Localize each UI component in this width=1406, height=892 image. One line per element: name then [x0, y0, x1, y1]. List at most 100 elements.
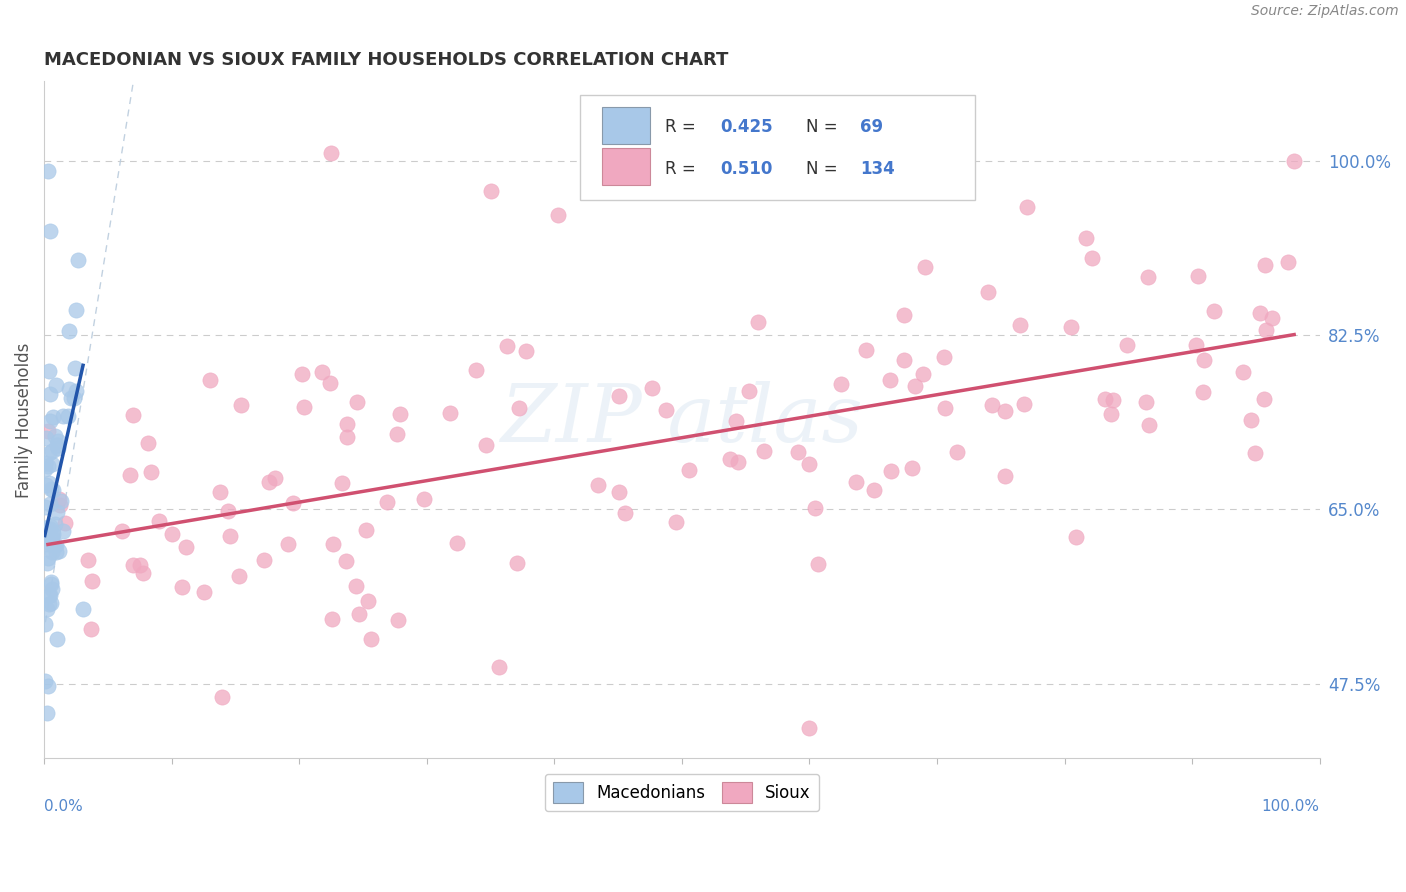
Point: [172, 580, 194, 594]
Point: [35, 537, 58, 551]
Point: [34, 462, 56, 476]
Point: [934, 401, 956, 416]
Point: [336, 417, 359, 431]
Point: [1249, 306, 1271, 320]
Point: [65, 384, 87, 399]
Point: [228, 569, 250, 583]
Point: [174, 540, 197, 554]
Point: [34, 500, 56, 514]
Point: [53, 516, 76, 531]
Point: [1064, 530, 1087, 544]
Bar: [602, 148, 650, 185]
Point: [912, 367, 935, 381]
Text: R =: R =: [665, 119, 702, 136]
Point: [893, 308, 915, 322]
Text: 134: 134: [860, 161, 896, 178]
Point: [1094, 392, 1116, 407]
Point: [321, 612, 343, 626]
Point: [58, 382, 80, 396]
Point: [41, 582, 63, 596]
Point: [607, 389, 630, 403]
FancyBboxPatch shape: [579, 95, 976, 200]
Point: [641, 381, 664, 395]
Point: [508, 401, 530, 415]
Point: [148, 514, 170, 528]
Point: [613, 507, 636, 521]
Text: 0.510: 0.510: [720, 161, 772, 178]
Point: [1192, 385, 1215, 400]
Point: [1081, 251, 1104, 265]
Point: [752, 444, 775, 458]
Point: [488, 660, 510, 674]
Point: [346, 395, 368, 409]
Point: [37, 458, 59, 473]
Point: [136, 436, 159, 450]
Text: R =: R =: [665, 161, 702, 178]
Point: [880, 464, 903, 478]
Point: [34, 616, 56, 631]
Point: [122, 409, 145, 423]
Point: [506, 557, 529, 571]
Point: [515, 344, 537, 359]
Point: [39, 522, 62, 536]
Point: [718, 451, 741, 466]
Point: [977, 285, 1000, 299]
Point: [1187, 268, 1209, 283]
Text: 100.0%: 100.0%: [1261, 799, 1320, 814]
Point: [356, 523, 378, 537]
Point: [39, 482, 62, 496]
Point: [38, 588, 60, 602]
Point: [52, 409, 75, 424]
Point: [41, 457, 63, 471]
Point: [914, 260, 936, 274]
Point: [45, 378, 67, 392]
Point: [1254, 323, 1277, 337]
Point: [588, 477, 610, 491]
Point: [479, 184, 502, 198]
Point: [387, 613, 409, 627]
Point: [1099, 407, 1122, 421]
Point: [77, 553, 100, 567]
Point: [34, 524, 56, 538]
Point: [412, 491, 434, 506]
Point: [1101, 393, 1123, 408]
Point: [994, 404, 1017, 418]
Point: [48, 543, 70, 558]
Point: [347, 607, 370, 621]
Point: [727, 455, 749, 469]
Point: [35, 432, 58, 446]
Point: [46, 632, 69, 646]
Point: [946, 445, 969, 459]
Point: [42, 526, 65, 541]
Point: [799, 722, 821, 736]
Point: [725, 414, 748, 428]
Point: [38, 476, 60, 491]
Point: [193, 585, 215, 599]
Point: [48, 492, 70, 507]
Point: [128, 558, 150, 572]
Point: [1137, 269, 1160, 284]
Point: [1135, 395, 1157, 409]
Point: [388, 407, 411, 421]
Text: N =: N =: [806, 119, 842, 136]
Point: [118, 468, 141, 483]
Point: [934, 351, 956, 365]
Point: [803, 501, 825, 516]
Point: [738, 384, 761, 398]
Point: [479, 771, 502, 785]
Point: [37, 557, 59, 571]
Point: [547, 208, 569, 222]
Point: [58, 409, 80, 423]
Point: [654, 402, 676, 417]
Point: [665, 515, 688, 529]
Point: [1282, 153, 1305, 168]
Point: [1194, 352, 1216, 367]
Point: [845, 475, 868, 490]
Point: [360, 632, 382, 646]
Point: [357, 594, 380, 608]
Point: [375, 494, 398, 508]
Point: [980, 398, 1002, 412]
Point: [62, 391, 84, 405]
Point: [1253, 258, 1275, 272]
Point: [807, 557, 830, 571]
